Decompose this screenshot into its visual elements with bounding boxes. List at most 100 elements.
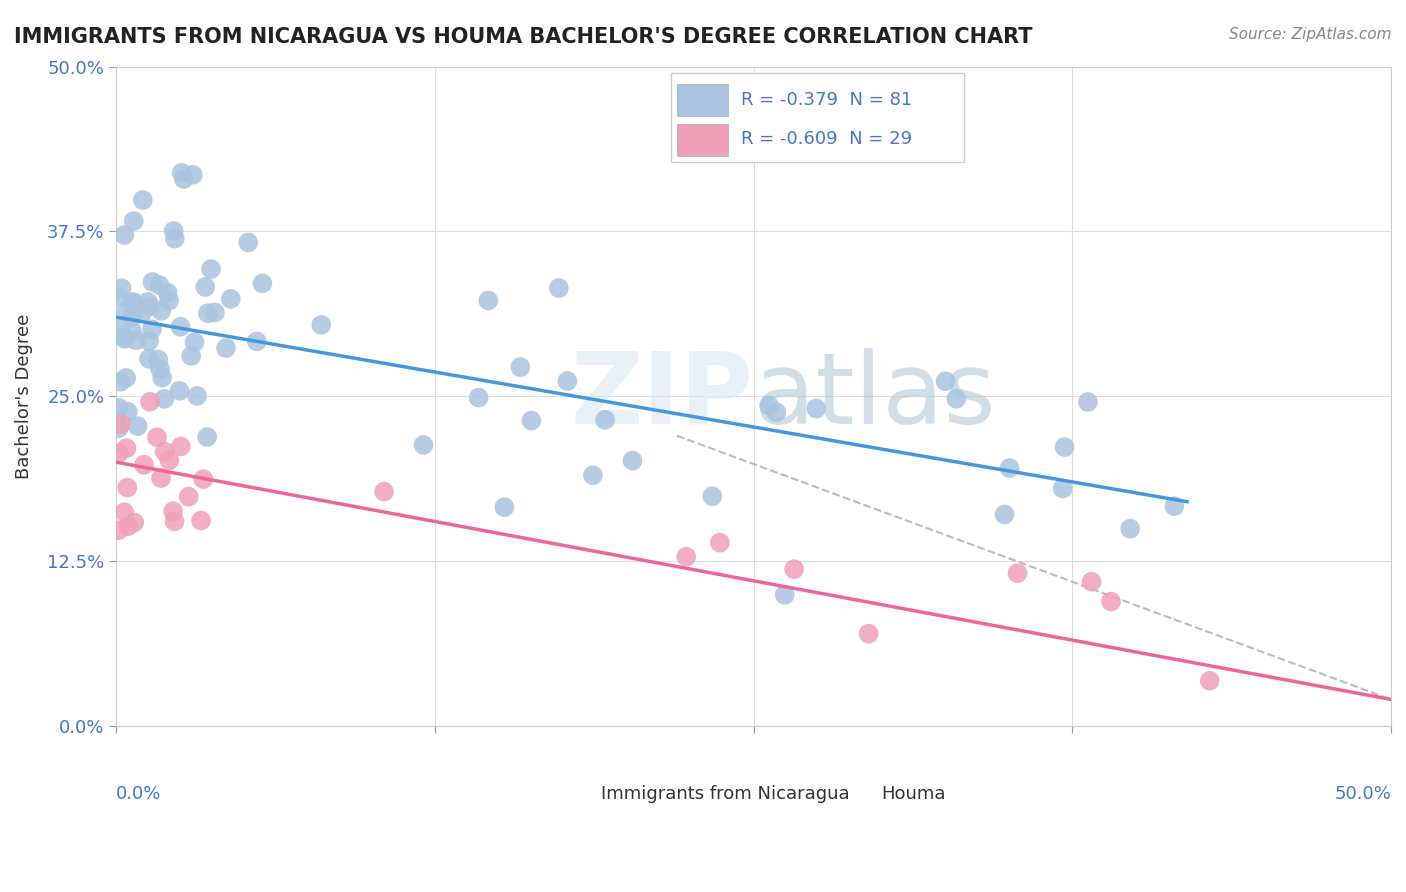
Y-axis label: Bachelor's Degree: Bachelor's Degree [15, 314, 32, 479]
Point [520, 414, 543, 428]
Point [181, 168, 204, 182]
Point [121, 310, 143, 324]
Point [1099, 594, 1122, 608]
Point [477, 293, 499, 308]
Point [193, 472, 215, 486]
FancyBboxPatch shape [837, 774, 869, 802]
Point [180, 349, 202, 363]
Point [107, 421, 129, 435]
Point [131, 306, 153, 320]
Point [582, 468, 605, 483]
Point [1053, 440, 1076, 454]
Point [115, 371, 138, 385]
Text: 50.0%: 50.0% [1334, 785, 1391, 803]
Point [110, 320, 132, 334]
Point [252, 277, 274, 291]
Point [162, 504, 184, 518]
Point [141, 275, 163, 289]
Point [138, 334, 160, 348]
Point [945, 392, 967, 406]
Point [115, 304, 138, 318]
Point [146, 430, 169, 444]
Point [139, 299, 162, 313]
Point [127, 419, 149, 434]
Point [141, 322, 163, 336]
Point [107, 401, 129, 415]
Point [132, 193, 155, 207]
Point [186, 389, 208, 403]
Point [675, 549, 697, 564]
Point [467, 391, 489, 405]
Point [163, 232, 186, 246]
Point [238, 235, 260, 250]
Point [150, 370, 173, 384]
Point [157, 293, 180, 308]
Point [169, 319, 191, 334]
Point [1119, 522, 1142, 536]
Point [112, 505, 135, 519]
Point [150, 471, 173, 485]
Point [112, 330, 135, 344]
Point [183, 335, 205, 350]
Point [107, 524, 129, 538]
Text: Houma: Houma [882, 785, 945, 803]
Point [858, 626, 880, 640]
Point [709, 535, 731, 549]
Point [1198, 673, 1220, 688]
Point [1080, 574, 1102, 589]
Point [215, 341, 238, 355]
Point [149, 362, 172, 376]
Point [153, 444, 176, 458]
Text: Immigrants from Nicaragua: Immigrants from Nicaragua [600, 785, 849, 803]
Point [547, 281, 569, 295]
Point [758, 399, 780, 413]
Text: ZIP: ZIP [571, 348, 754, 445]
Point [170, 439, 193, 453]
Point [117, 519, 139, 533]
Point [122, 516, 145, 530]
Point [1052, 482, 1074, 496]
Point [122, 214, 145, 228]
Point [702, 489, 724, 503]
Point [557, 374, 579, 388]
Point [173, 172, 195, 186]
Point [114, 332, 136, 346]
Point [1007, 566, 1029, 581]
Point [132, 458, 155, 472]
Point [107, 446, 129, 460]
Point [117, 404, 139, 418]
Point [1077, 395, 1099, 409]
Point [219, 292, 242, 306]
Point [1163, 499, 1185, 513]
Point [139, 394, 162, 409]
Point [773, 588, 796, 602]
Point [148, 352, 170, 367]
Point [136, 294, 159, 309]
Point [111, 281, 134, 295]
FancyBboxPatch shape [671, 73, 965, 162]
Point [110, 417, 132, 431]
Text: atlas: atlas [754, 348, 995, 445]
Point [125, 333, 148, 347]
Point [998, 461, 1021, 475]
Point [509, 360, 531, 375]
Point [121, 324, 143, 338]
Point [593, 413, 616, 427]
Point [621, 453, 644, 467]
Point [149, 278, 172, 293]
Point [373, 484, 395, 499]
FancyBboxPatch shape [678, 85, 728, 116]
Point [765, 405, 787, 419]
Text: R = -0.379  N = 81: R = -0.379 N = 81 [741, 91, 912, 109]
Point [122, 295, 145, 310]
Point [494, 500, 516, 515]
Point [169, 384, 191, 398]
Point [195, 430, 218, 444]
Text: Source: ZipAtlas.com: Source: ZipAtlas.com [1229, 27, 1392, 42]
Point [934, 374, 956, 388]
FancyBboxPatch shape [678, 124, 728, 155]
Point [150, 303, 173, 318]
Point [163, 514, 186, 528]
Point [156, 285, 179, 300]
Point [197, 306, 219, 320]
